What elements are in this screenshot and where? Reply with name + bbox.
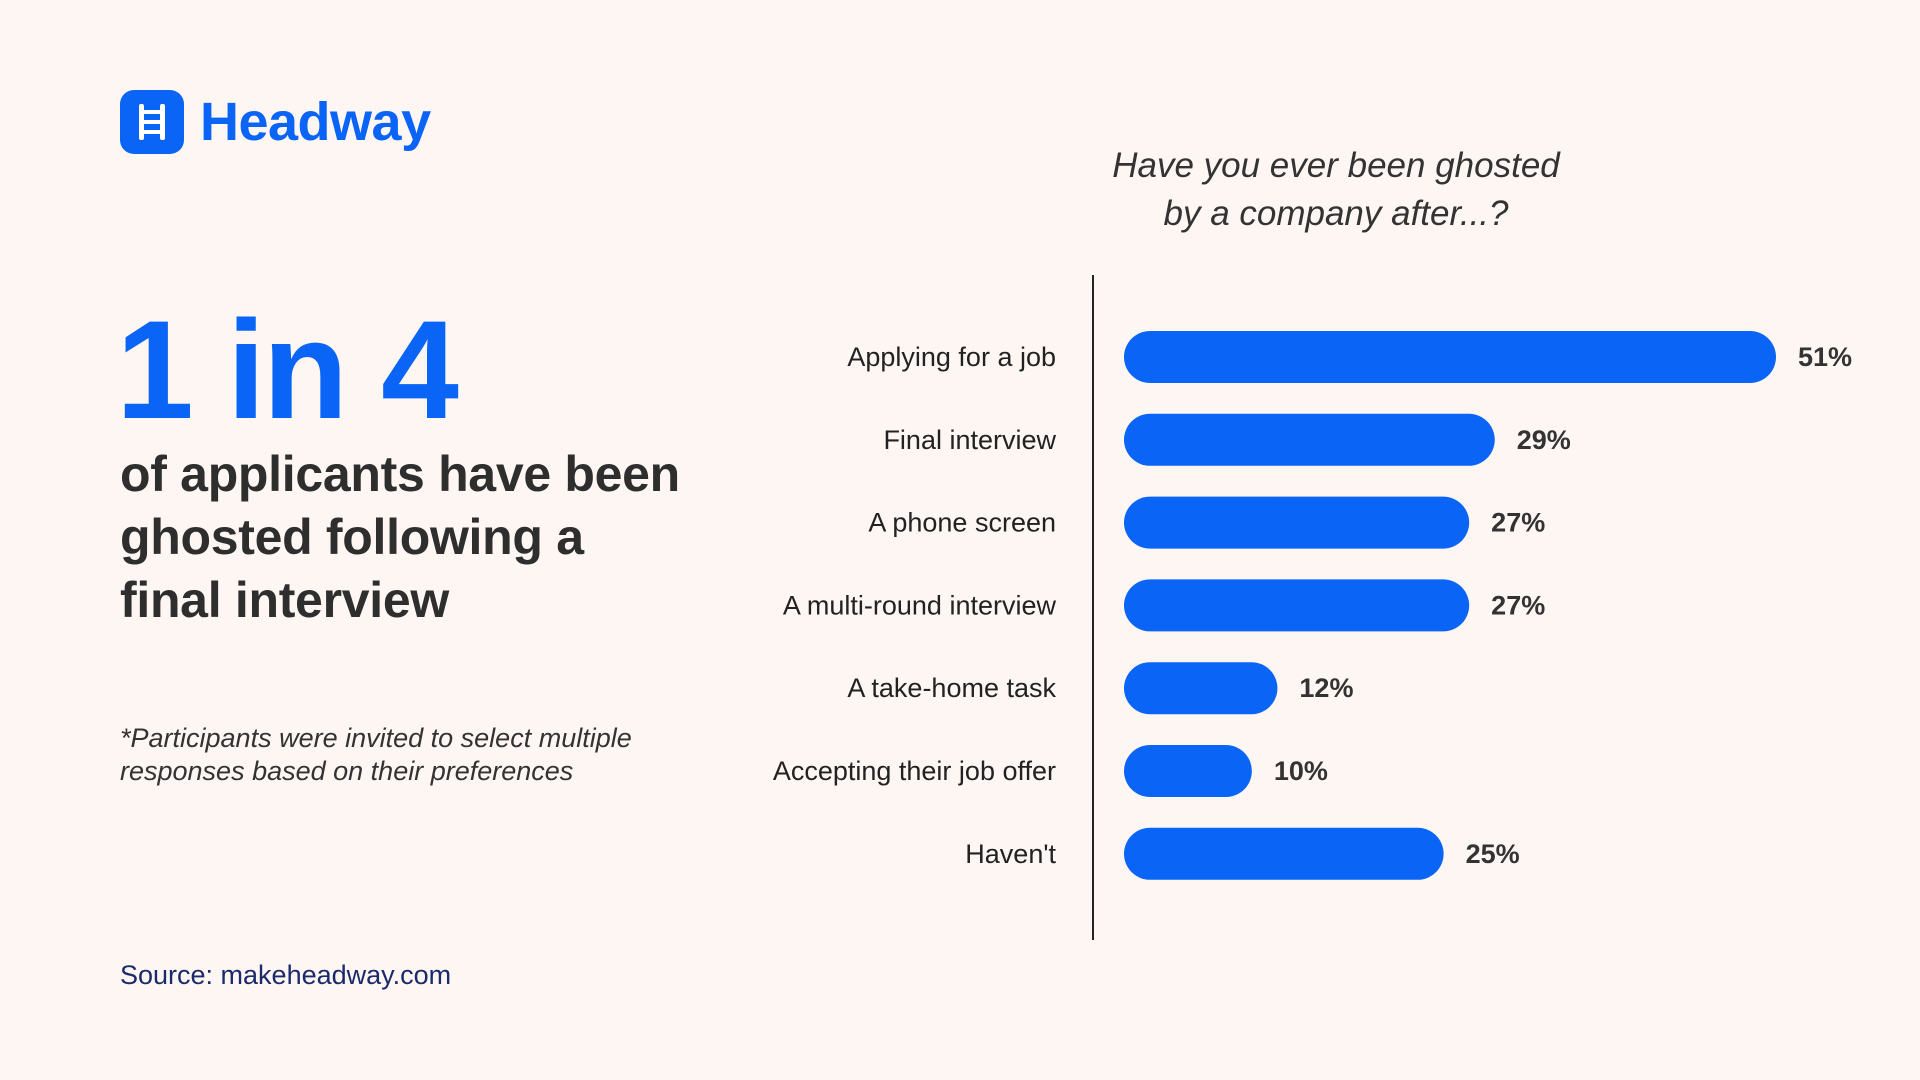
headline: of applicants have been ghosted followin… (120, 446, 680, 628)
value-label: 25% (1466, 839, 1520, 869)
category-label: Final interview (883, 425, 1056, 455)
value-label: 29% (1517, 425, 1571, 455)
bar (1124, 413, 1495, 466)
bar (1124, 662, 1278, 715)
value-label: 51% (1798, 342, 1852, 372)
value-label: 27% (1491, 590, 1545, 620)
brand-name: Headway (200, 92, 431, 152)
source-credit: Source: makeheadway.com (120, 960, 452, 990)
brand-logo: Headway (120, 90, 431, 154)
bar (1124, 579, 1470, 632)
footnote: *Participants were invited to select mul… (120, 723, 632, 786)
bar (1124, 496, 1470, 549)
category-label: Haven't (965, 839, 1056, 869)
category-label: A multi-round interview (783, 590, 1057, 620)
chart-title-line-1: Have you ever been ghosted (1112, 146, 1560, 185)
value-label: 12% (1299, 673, 1353, 703)
category-label: A take-home task (847, 673, 1056, 703)
ladder-icon (120, 90, 184, 154)
bar (1124, 827, 1444, 880)
bar (1124, 745, 1252, 797)
hero-stat: 1 in 4 (116, 291, 459, 448)
category-label: Applying for a job (847, 342, 1056, 372)
value-label: 27% (1491, 508, 1545, 538)
category-label: A phone screen (868, 508, 1056, 538)
chart-title-line-2: by a company after...? (1163, 194, 1509, 233)
chart-title: Have you ever been ghosted by a company … (1036, 142, 1636, 238)
bar (1124, 331, 1776, 383)
value-label: 10% (1274, 756, 1328, 786)
category-label: Accepting their job offer (773, 756, 1056, 786)
